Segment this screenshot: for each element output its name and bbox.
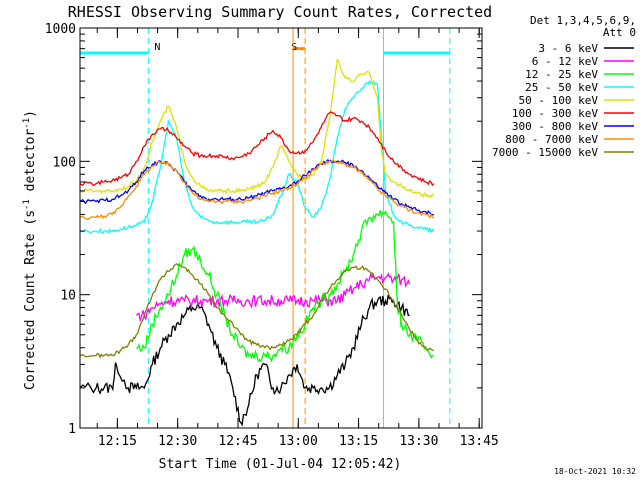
x-tick-label-5: 13:30 <box>399 434 438 449</box>
x-tick-label-1: 12:30 <box>158 434 197 449</box>
marker-label-0: N <box>154 42 160 53</box>
legend-entry-label-0: 3 - 6 keV <box>538 42 598 55</box>
y-axis-label-sup1: -1 <box>22 199 32 210</box>
y-axis-label-sup2: -1 <box>22 118 32 129</box>
legend-entry-label-2: 12 - 25 keV <box>525 68 598 81</box>
legend-entry-label-7: 800 - 7000 keV <box>505 133 598 146</box>
series-line-3 <box>79 79 435 234</box>
legend-header-line1: Det 1,3,4,5,6,9, <box>530 14 636 27</box>
series-line-6 <box>79 158 435 216</box>
x-tick-label-0: 12:15 <box>98 434 137 449</box>
x-axis-label: Start Time (01-Jul-04 12:05:42) <box>159 457 402 472</box>
series-line-7 <box>79 159 434 220</box>
legend-header-line2: Att 0 <box>603 26 636 39</box>
x-tick-label-2: 12:45 <box>218 434 257 449</box>
y-axis-label: Corrected Count Rate (s-1 detector-1) <box>22 110 38 390</box>
y-axis-label-main: Corrected Count Rate (s <box>23 210 38 390</box>
series-line-1 <box>135 271 411 321</box>
y-tick-label-0: 1 <box>68 422 76 437</box>
series-line-5 <box>79 111 435 187</box>
chart-title: RHESSI Observing Summary Count Rates, Co… <box>68 3 492 21</box>
legend-entry-label-3: 25 - 50 keV <box>525 81 598 94</box>
y-tick-label-1: 10 <box>60 289 76 304</box>
series-line-8 <box>79 263 435 359</box>
y-axis-label-end: ) <box>23 110 38 118</box>
legend-entry-label-6: 300 - 800 keV <box>512 120 598 133</box>
legend-entry-label-4: 50 - 100 keV <box>519 94 599 107</box>
marker-label-1: S <box>291 42 297 53</box>
render-timestamp: 18-Oct-2021 10:32 <box>554 467 636 476</box>
axes: 1 10 100 1000 12:15 12:30 12:45 13:00 13:15 13:30… <box>45 22 499 449</box>
series-line-0 <box>79 294 410 427</box>
legend-entry-label-5: 100 - 300 keV <box>512 107 598 120</box>
y-axis-label-mid: detector <box>23 129 38 200</box>
x-tick-label-3: 13:00 <box>279 434 318 449</box>
x-tick-label-6: 13:45 <box>460 434 499 449</box>
plot-frame <box>79 27 483 429</box>
y-tick-label-2: 100 <box>53 155 76 170</box>
series-line-2 <box>136 210 434 363</box>
legend-entry-label-1: 6 - 12 keV <box>532 55 599 68</box>
y-tick-label-3: 1000 <box>45 22 76 37</box>
x-tick-label-4: 13:15 <box>339 434 378 449</box>
series-line-4 <box>79 58 435 199</box>
legend-entry-label-8: 7000 - 15000 keV <box>492 146 598 159</box>
